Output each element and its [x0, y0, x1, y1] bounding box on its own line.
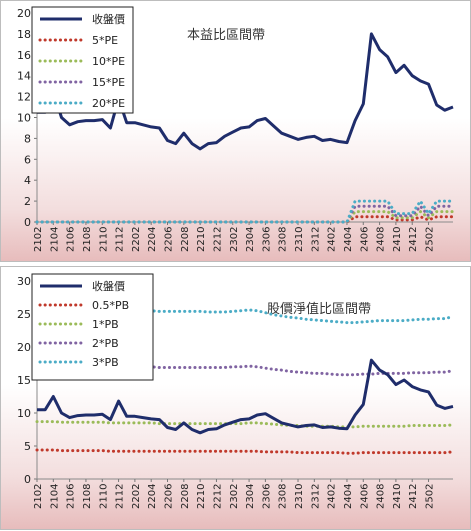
- x-tick-label: 2206: [164, 484, 175, 509]
- legend-label-3: 2*PB: [92, 337, 119, 350]
- x-tick-label: 2106: [66, 484, 77, 509]
- x-tick-label: 2102: [33, 484, 44, 509]
- x-tick-label: 2204: [147, 227, 158, 252]
- legend-label-1: 5*PE: [92, 34, 118, 47]
- x-tick-label: 2108: [82, 227, 93, 252]
- x-tick-label: 2304: [245, 227, 256, 252]
- x-tick-label: 2308: [278, 227, 289, 252]
- x-tick-label: 2304: [245, 484, 256, 509]
- x-tick-label: 2202: [131, 227, 142, 252]
- x-tick-label: 2406: [359, 227, 370, 252]
- x-tick-label: 2112: [115, 484, 126, 509]
- x-tick-label: 2410: [392, 484, 403, 509]
- legend-label-0: 收盤價: [92, 279, 125, 293]
- x-tick-label: 2202: [131, 484, 142, 509]
- series-line-2: [35, 210, 455, 224]
- y-tick-label: 2: [24, 195, 31, 208]
- x-tick-label: 2412: [408, 227, 419, 252]
- legend-label-2: 10*PE: [92, 55, 125, 68]
- series-line-1: [35, 448, 455, 455]
- x-tick-label: 2102: [33, 227, 44, 252]
- x-tick-label: 2110: [98, 227, 109, 252]
- x-tick-label: 2212: [212, 227, 223, 252]
- x-tick-label: 2208: [180, 227, 191, 252]
- y-tick-label: 18: [17, 28, 31, 41]
- series-line-3: [35, 204, 455, 224]
- series-line-4: [35, 199, 455, 224]
- y-tick-label: 5: [24, 440, 31, 453]
- x-tick-label: 2302: [229, 227, 240, 252]
- legend-label-3: 15*PE: [92, 76, 125, 89]
- y-tick-label: 0: [24, 473, 31, 486]
- y-tick-label: 10: [17, 407, 31, 420]
- x-tick-label: 2108: [82, 484, 93, 509]
- x-tick-label: 2104: [49, 484, 60, 509]
- pe-band-chart: 0 2 4 6 8 10 12 14 16 18 20 2102 2104 2106 2108 2110 211…: [17, 6, 455, 252]
- x-tick-label: 2204: [147, 484, 158, 509]
- x-tick-label: 2210: [196, 227, 207, 252]
- legend-label-4: 3*PB: [92, 356, 119, 369]
- x-tick-label: 2402: [327, 484, 338, 509]
- y-tick-label: 16: [17, 49, 31, 62]
- y-tick-label: 25: [17, 308, 31, 321]
- x-tick-label: 2106: [66, 227, 77, 252]
- x-tick-label: 2208: [180, 484, 191, 509]
- chart-title: 本益比區間帶: [187, 28, 265, 43]
- x-tick-label: 2404: [343, 484, 354, 509]
- x-tick-label: 2206: [164, 227, 175, 252]
- x-tick-label: 2404: [343, 227, 354, 252]
- series-line-2: [35, 420, 455, 429]
- x-tick-label: 2312: [310, 484, 321, 509]
- x-tick-label: 2112: [115, 227, 126, 252]
- y-tick-label: 15: [17, 374, 31, 387]
- legend-label-4: 20*PE: [92, 97, 125, 110]
- x-tick-label: 2402: [327, 227, 338, 252]
- legend-box: [31, 6, 134, 114]
- y-tick-label: 8: [24, 132, 31, 145]
- y-tick-label: 4: [24, 174, 31, 187]
- x-tick-label: 2104: [49, 227, 60, 252]
- series-line-0: [37, 358, 454, 435]
- series-line-0: [37, 32, 454, 151]
- pe-band-chart-panel: 0 2 4 6 8 10 12 14 16 18 20 2102 2104 2106 2108 2110 211…: [0, 0, 471, 262]
- legend-label-2: 1*PB: [92, 318, 119, 331]
- y-tick-label: 20: [17, 7, 31, 20]
- x-tick-label: 2110: [98, 484, 109, 509]
- x-tick-label: 2210: [196, 484, 207, 509]
- pb-band-chart: 0 5 10 15 20 25 30 2102 2104 2106 2108 2110 2112 2202…: [17, 273, 455, 509]
- x-tick-label: 2406: [359, 484, 370, 509]
- x-tick-label: 2408: [376, 227, 387, 252]
- legend-label-1: 0.5*PB: [92, 299, 129, 312]
- x-tick-label: 2502: [425, 484, 436, 509]
- x-tick-label: 2410: [392, 227, 403, 252]
- x-tick-label: 2306: [261, 227, 272, 252]
- x-tick-label: 2310: [294, 484, 305, 509]
- pb-band-chart-panel: 0 5 10 15 20 25 30 2102 2104 2106 2108 2110 2112 2202…: [0, 266, 471, 530]
- x-tick-label: 2408: [376, 484, 387, 509]
- y-tick-label: 0: [24, 216, 31, 229]
- y-tick-label: 20: [17, 341, 31, 354]
- x-tick-label: 2412: [408, 484, 419, 509]
- legend-box: [31, 273, 154, 381]
- y-tick-label: 10: [17, 112, 31, 125]
- series-line-4: [35, 305, 455, 325]
- x-tick-label: 2310: [294, 227, 305, 252]
- x-tick-label: 2302: [229, 484, 240, 509]
- y-tick-label: 30: [17, 275, 31, 288]
- x-tick-label: 2308: [278, 484, 289, 509]
- x-tick-label: 2212: [212, 484, 223, 509]
- y-tick-label: 14: [17, 70, 31, 83]
- x-tick-label: 2306: [261, 484, 272, 509]
- y-tick-label: 12: [17, 91, 31, 104]
- chart-title: 股價淨值比區間帶: [267, 301, 371, 317]
- x-tick-label: 2312: [310, 227, 321, 252]
- y-tick-label: 6: [24, 153, 31, 166]
- x-tick-label: 2502: [425, 227, 436, 252]
- legend-label-0: 收盤價: [92, 12, 125, 26]
